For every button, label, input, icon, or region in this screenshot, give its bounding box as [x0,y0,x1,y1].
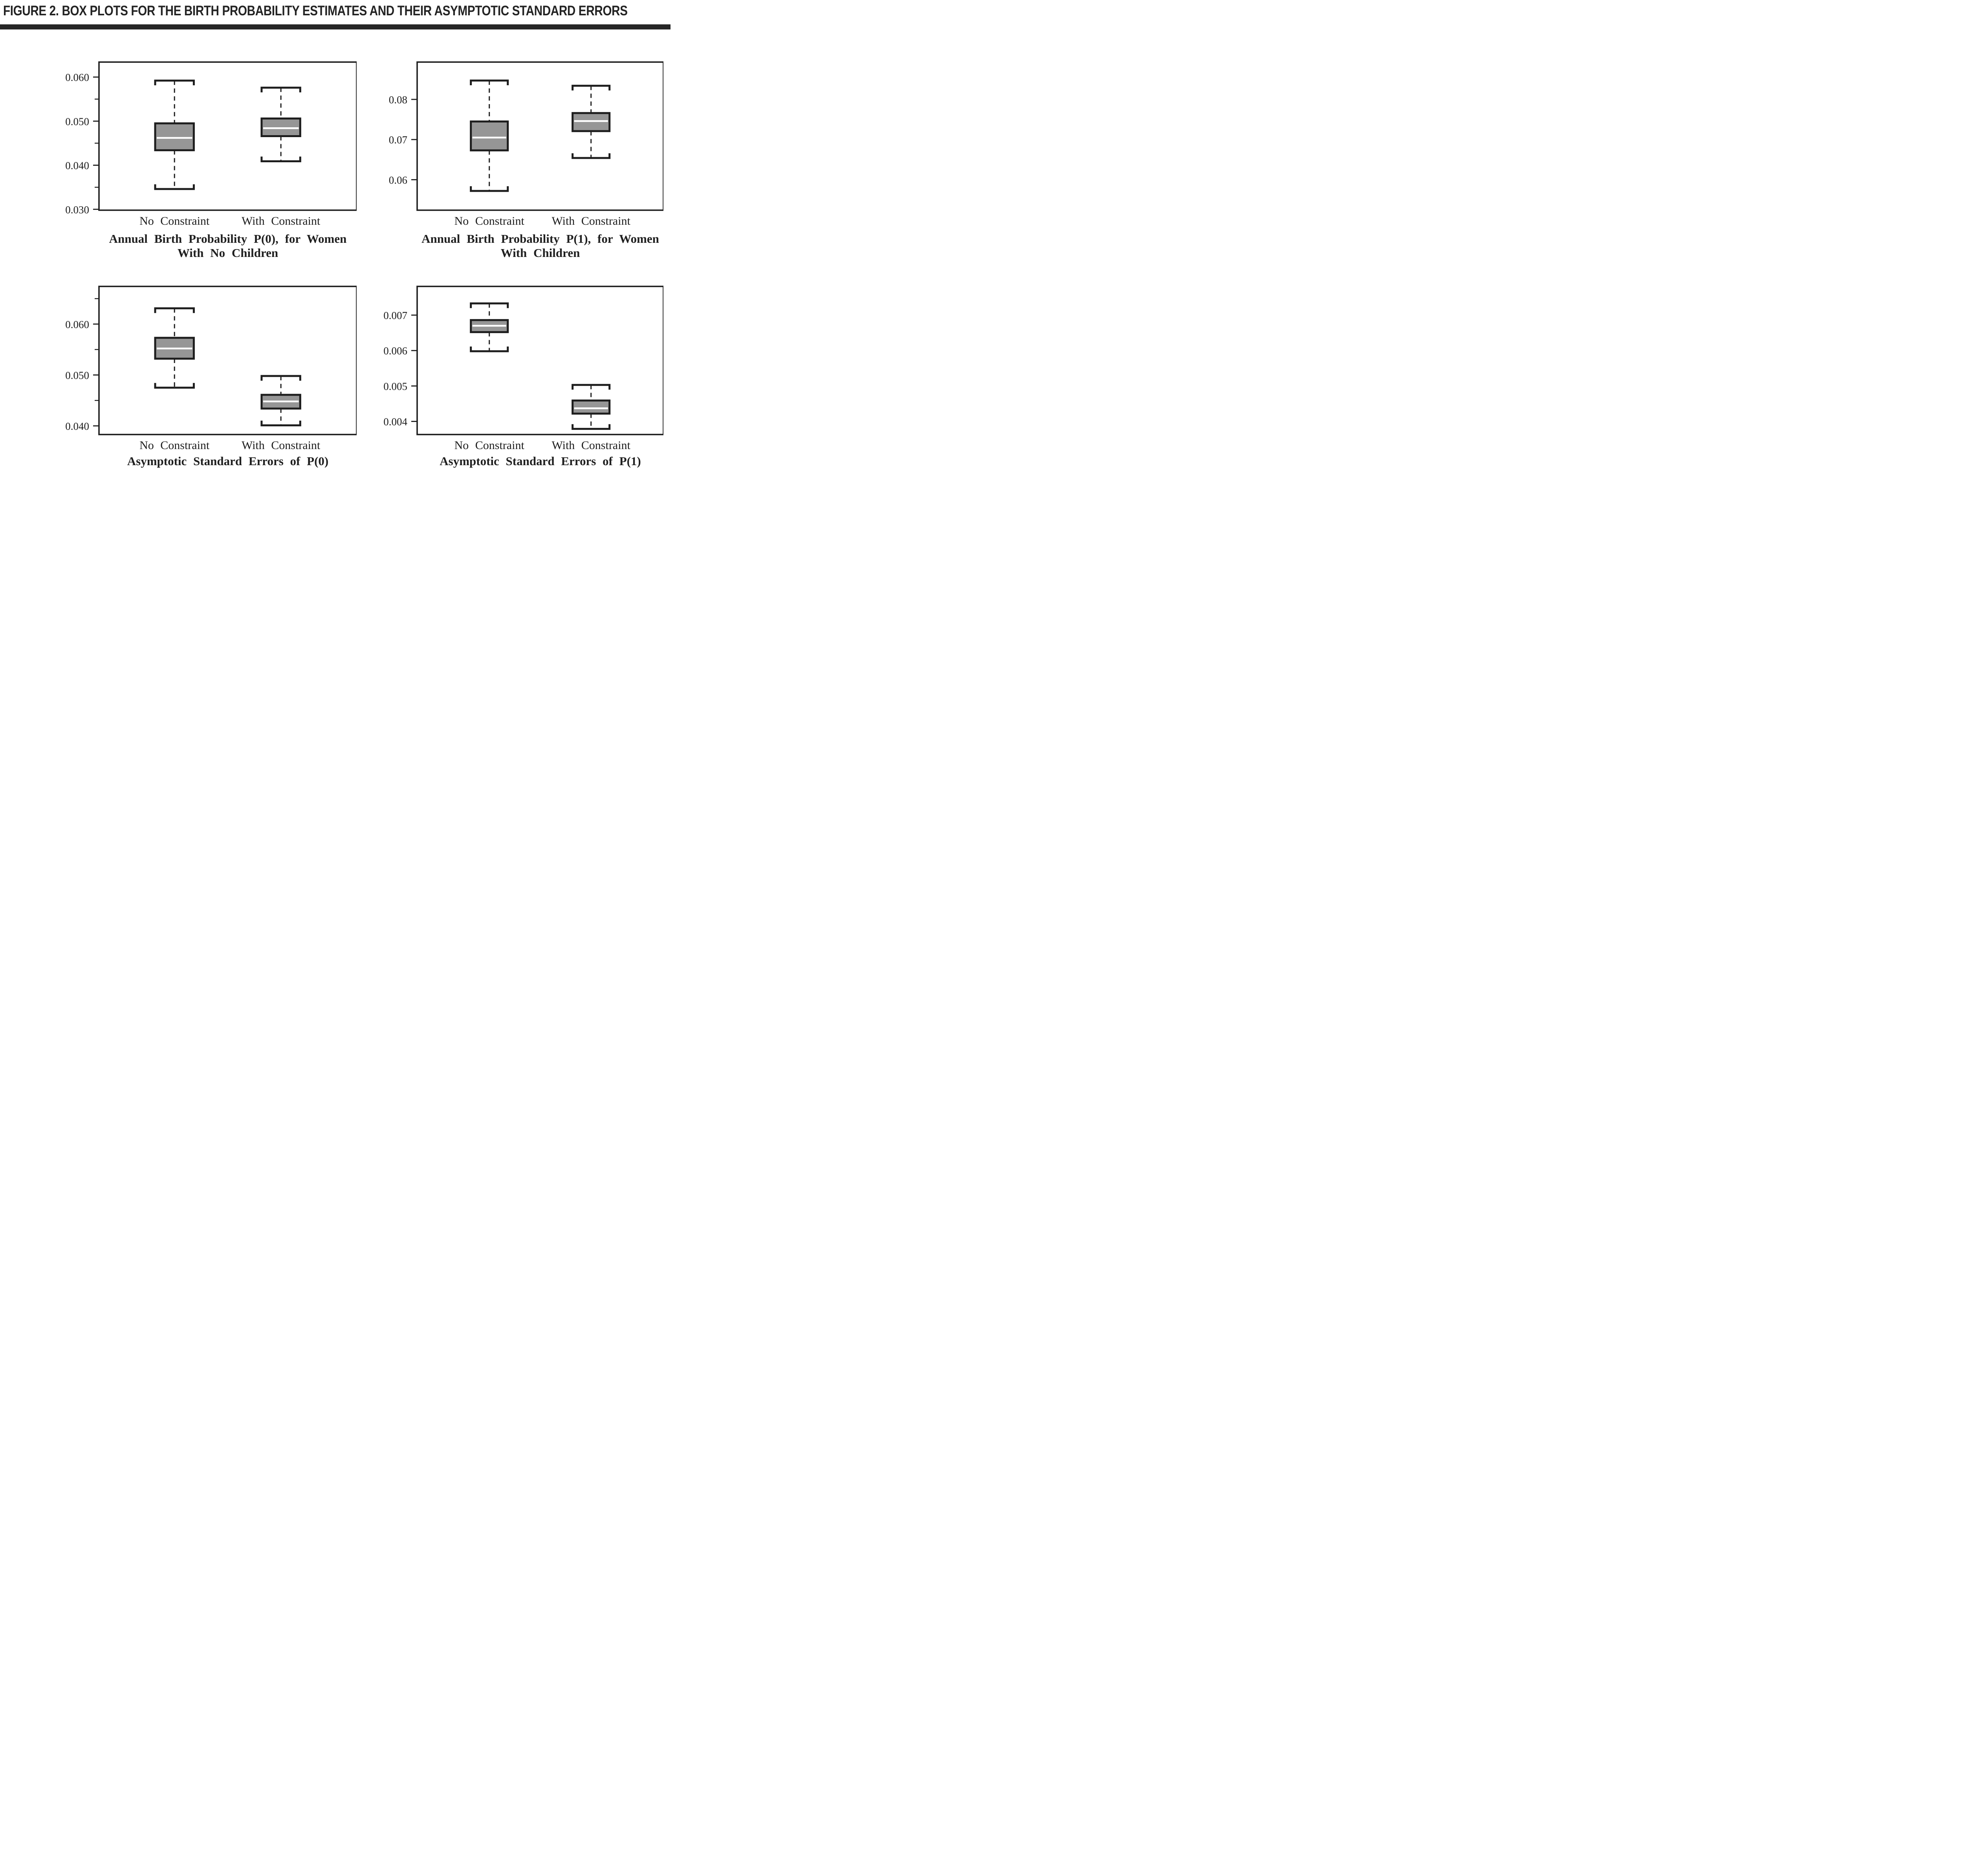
plot-p1-estimates: 0.06 0.07 0.08 No Constraint With Constraint [366,58,663,228]
plot-caption-p0-stderr: Asymptotic Standard Errors of P(0) [99,454,357,468]
plot-frame [98,61,357,211]
iqr-box [154,122,195,151]
whisker-cap-bottom [154,184,195,190]
plot-frame [416,61,663,211]
category-label: With Constraint [242,439,321,452]
category-label: No Constraint [454,215,525,227]
y-tick-label: 0.050 [65,116,89,127]
y-tick-label: 0.005 [383,380,407,392]
y-tick-label: 0.08 [389,94,407,106]
boxplot-canvas-p1-stderr: 0.004 0.005 0.006 0.007 No Constraint With Co… [383,286,663,452]
caption-line: Asymptotic Standard Errors of P(0) [127,454,329,468]
y-tick-label: 0.07 [389,134,407,146]
caption-line: With Children [500,246,580,260]
y-tick-label: 0.050 [65,369,89,381]
y-tick-label: 0.040 [65,420,89,432]
y-tick-label: 0.040 [65,160,89,172]
y-tick-label: 0.004 [383,416,407,428]
category-label: With Constraint [552,439,631,452]
plot-caption-p1-estimates: Annual Birth Probability P(1), for Women… [417,232,663,260]
y-tick-label: 0.060 [65,72,89,83]
plot-frame [416,286,663,435]
title-rule [0,24,671,29]
y-tick-label: 0.06 [389,174,407,186]
category-label: No Constraint [139,439,210,452]
caption-line: Asymptotic Standard Errors of P(1) [440,454,641,468]
y-tick-label: 0.007 [383,310,407,321]
iqr-box [470,120,509,152]
boxplot-canvas-p0-estimates: 0.030 0.040 0.050 0.060 No Constraint With Co… [65,61,357,227]
caption-line: Annual Birth Probability P(1), for Women [421,232,659,246]
whisker-cap-bottom [572,153,611,159]
whisker-cap-top [572,84,611,91]
plot-caption-p1-stderr: Asymptotic Standard Errors of P(1) [417,454,663,468]
boxplot-canvas-p0-stderr: 0.040 0.050 0.060 No Constraint With Constra… [65,286,357,452]
whisker-cap-top [154,307,195,313]
category-label: With Constraint [242,215,321,227]
y-tick-label: 0.030 [65,204,89,216]
boxplot-canvas-p1-estimates: 0.06 0.07 0.08 No Constraint With Constraint [389,61,663,227]
y-tick-label: 0.060 [65,319,89,330]
iqr-box [572,112,611,132]
category-label: No Constraint [454,439,525,452]
figure-page: { "figure": { "title": "FIGURE 2. BOX PL… [0,0,671,469]
y-tick-label: 0.006 [383,345,407,357]
plot-caption-p0-estimates: Annual Birth Probability P(0), for Women… [99,232,357,260]
whisker-cap-top [572,384,611,390]
plot-p1-stderr: 0.004 0.005 0.006 0.007 No Constraint With Co… [366,282,663,452]
plot-p0-stderr: 0.040 0.050 0.060 No Constraint With Constra… [48,282,357,452]
whisker-cap-bottom [154,383,195,389]
caption-line: With No Children [177,246,278,260]
category-label: No Constraint [139,215,210,227]
category-label: With Constraint [552,215,631,227]
caption-line: Annual Birth Probability P(0), for Women [109,232,347,246]
iqr-box [572,399,611,415]
whisker-cap-bottom [572,424,611,430]
figure-title: FIGURE 2. BOX PLOTS FOR THE BIRTH PROBAB… [3,3,628,18]
plot-frame [98,286,357,435]
plot-p0-estimates: 0.030 0.040 0.050 0.060 No Constraint With Co… [48,58,357,228]
